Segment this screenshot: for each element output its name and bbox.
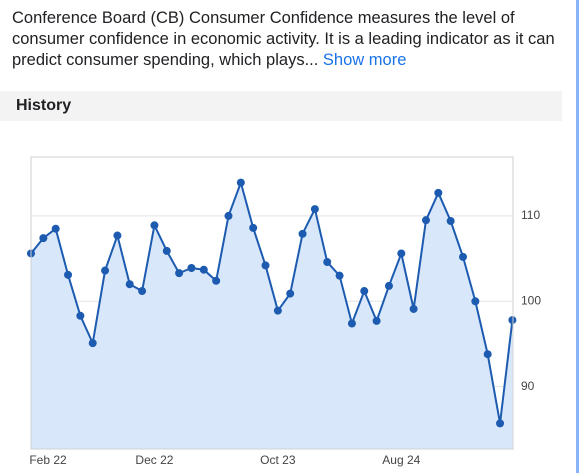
x-tick-label: Dec 22 <box>135 453 173 467</box>
x-tick-label: Aug 24 <box>382 453 420 467</box>
point <box>508 316 517 325</box>
area <box>31 182 513 450</box>
point <box>372 316 381 325</box>
point <box>224 211 233 220</box>
point <box>187 263 196 272</box>
point <box>64 270 73 279</box>
point <box>434 188 443 197</box>
point <box>409 304 418 313</box>
x-tick-label: Feb 22 <box>29 453 67 467</box>
point <box>298 229 307 238</box>
point <box>286 289 295 298</box>
y-tick-label: 90 <box>521 379 535 393</box>
section-title: History <box>16 97 72 114</box>
point <box>162 246 171 255</box>
point <box>39 234 48 243</box>
point <box>310 205 319 214</box>
point <box>459 252 468 261</box>
point <box>496 419 505 428</box>
line <box>30 179 514 424</box>
point <box>397 249 406 258</box>
point <box>421 216 430 225</box>
point <box>273 306 282 315</box>
point <box>88 339 97 348</box>
y-tick-label: 110 <box>521 208 540 222</box>
section-header: History <box>0 91 562 121</box>
point <box>199 265 208 274</box>
point <box>261 261 270 270</box>
show-more-link[interactable]: Show more <box>322 51 407 69</box>
scroll-edge <box>576 0 579 473</box>
point <box>335 271 344 280</box>
point <box>138 287 147 296</box>
point <box>212 276 221 285</box>
point <box>113 231 122 240</box>
point <box>125 280 134 289</box>
point <box>236 178 245 187</box>
point <box>483 350 492 359</box>
point <box>323 258 332 267</box>
description: Conference Board (CB) Consumer Confidenc… <box>12 9 555 69</box>
point <box>150 221 159 230</box>
y-tick-label: 100 <box>521 293 541 307</box>
point <box>249 223 258 232</box>
point <box>347 319 356 328</box>
point <box>76 311 85 320</box>
plot-frame <box>30 156 514 450</box>
point <box>175 269 184 278</box>
description-block: Conference Board (CB) Consumer Confidenc… <box>12 8 562 71</box>
point <box>360 287 369 296</box>
point <box>101 266 110 275</box>
point <box>446 217 455 226</box>
point <box>471 297 480 306</box>
point <box>51 224 60 233</box>
point <box>384 281 393 290</box>
x-tick-label: Oct 23 <box>260 453 296 467</box>
